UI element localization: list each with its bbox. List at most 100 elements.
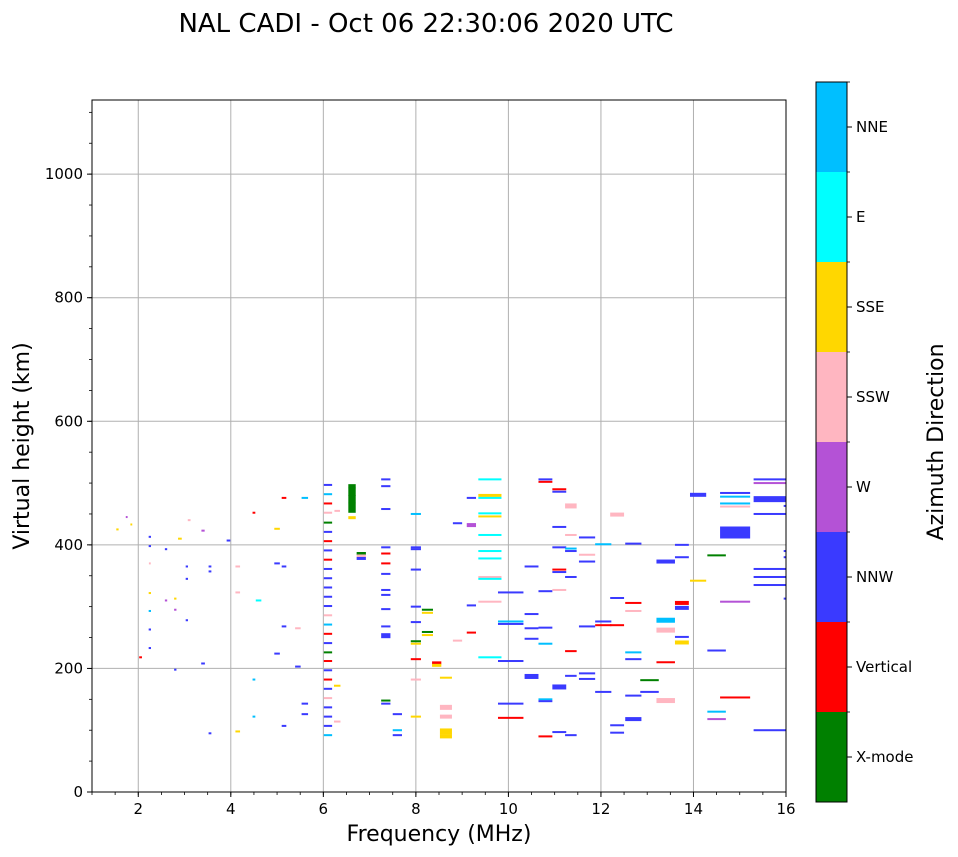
echo-mark <box>301 713 309 716</box>
echo-mark <box>538 698 553 701</box>
echo-mark <box>323 483 333 486</box>
plot-area <box>92 100 786 792</box>
echo-mark <box>323 687 333 690</box>
echo-mark <box>578 672 596 675</box>
echo-mark <box>295 665 301 668</box>
echo-mark <box>478 557 502 560</box>
plot-frame <box>91 99 787 793</box>
echo-mark <box>625 609 642 612</box>
colorbar-tick-label: W <box>856 478 871 496</box>
echo-mark <box>578 677 596 680</box>
colorbar-tick-label: E <box>856 208 865 226</box>
echo-mark <box>323 706 333 709</box>
echo-mark <box>565 650 577 653</box>
echo-mark <box>720 491 751 494</box>
colorbar-tick-label: NNE <box>856 118 888 136</box>
echo-mark <box>707 710 726 713</box>
echo-mark <box>753 496 786 503</box>
echo-mark <box>381 478 391 481</box>
echo-mark <box>452 639 463 642</box>
echo-mark <box>201 529 205 532</box>
echo-mark <box>208 565 212 568</box>
echo-mark <box>381 699 391 702</box>
echo-mark <box>565 550 577 553</box>
echo-mark <box>348 502 356 513</box>
echo-mark <box>323 697 333 700</box>
echo-mark <box>538 626 553 629</box>
echo-mark <box>720 526 751 539</box>
echo-mark <box>524 565 539 568</box>
echo-mark <box>323 595 333 598</box>
x-tick-label: 2 <box>133 800 143 818</box>
echo-mark <box>478 496 502 499</box>
echo-mark <box>174 668 177 671</box>
echo-mark <box>625 717 642 722</box>
echo-mark <box>421 608 433 611</box>
echo-mark <box>674 600 689 605</box>
echo-mark <box>410 568 421 571</box>
y-tick-label: 600 <box>54 412 83 430</box>
y-tick-label: 400 <box>54 536 83 554</box>
colorbar-segment <box>816 532 847 622</box>
echo-mark <box>410 546 421 549</box>
echo-mark <box>130 523 133 526</box>
echo-mark <box>538 480 553 483</box>
echo-mark <box>252 678 256 681</box>
echo-mark <box>552 571 567 574</box>
echo-mark <box>466 496 477 499</box>
echo-mark <box>323 724 333 727</box>
echo-mark <box>148 647 151 650</box>
echo-mark <box>466 604 477 607</box>
echo-mark <box>783 597 786 600</box>
echo-mark <box>610 724 625 727</box>
colorbar-segment <box>816 622 847 712</box>
echo-mark <box>439 704 452 710</box>
echo-mark <box>201 662 205 665</box>
echo-mark <box>689 492 707 497</box>
echo-mark <box>381 593 391 596</box>
echo-mark <box>753 584 786 587</box>
echo-mark <box>381 608 391 611</box>
echo-mark <box>625 694 642 697</box>
echo-mark <box>333 720 341 723</box>
x-axis-label: Frequency (MHz) <box>347 822 532 847</box>
echo-mark <box>323 567 333 570</box>
echo-mark <box>323 734 333 737</box>
echo-mark <box>323 511 333 514</box>
echo-mark <box>674 543 689 546</box>
echo-mark <box>707 554 726 557</box>
echo-mark <box>625 658 642 661</box>
echo-mark <box>410 640 421 643</box>
echo-mark <box>565 503 577 509</box>
x-tick-label: 12 <box>591 800 610 818</box>
echo-mark <box>565 533 577 536</box>
echo-mark <box>323 614 333 617</box>
echo-mark <box>381 485 391 488</box>
echo-mark <box>235 730 241 733</box>
echo-mark <box>497 660 524 663</box>
echo-mark <box>656 559 675 564</box>
echo-mark <box>356 552 366 556</box>
echo-mark <box>753 575 786 578</box>
echo-mark <box>148 562 151 565</box>
echo-mark <box>116 528 119 531</box>
echo-mark <box>552 490 567 493</box>
echo-mark <box>753 512 786 515</box>
x-tick-label: 8 <box>411 800 421 818</box>
axes: 2 4 6 8 10 12 14 16 0 200 400 600 800 1000 <box>45 111 796 818</box>
echo-mark <box>421 611 433 614</box>
echo-mark <box>174 597 177 600</box>
echo-mark <box>323 642 333 645</box>
x-tick-label: 10 <box>499 800 518 818</box>
echo-mark <box>323 549 333 552</box>
echo-mark <box>323 521 333 524</box>
echo-mark <box>348 495 356 504</box>
echo-mark <box>381 508 391 511</box>
echo-mark <box>381 588 391 591</box>
echo-mark <box>478 493 502 497</box>
echo-mark <box>323 577 333 580</box>
echo-mark <box>466 523 477 528</box>
colorbar-label: Azimuth Direction <box>924 343 949 540</box>
echo-mark <box>707 649 726 652</box>
echo-mark <box>421 630 433 633</box>
